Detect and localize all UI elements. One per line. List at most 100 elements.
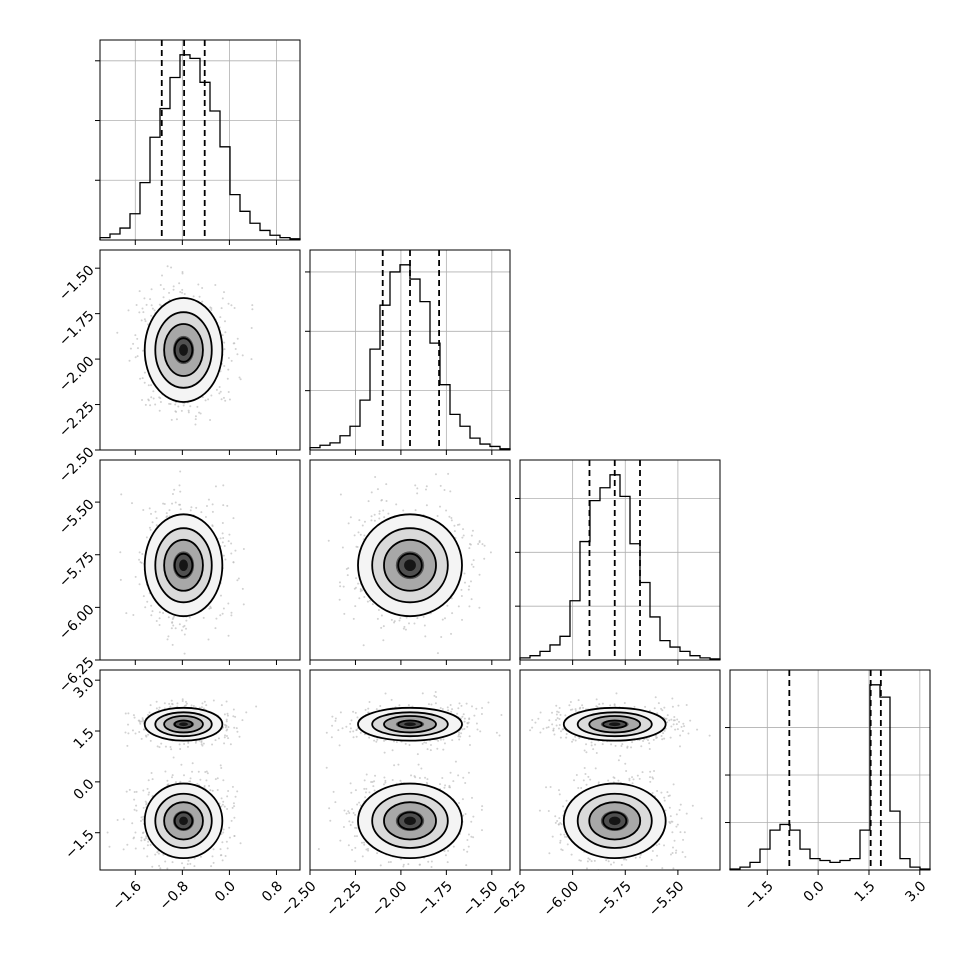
sample-point [153, 309, 156, 312]
sample-point [190, 704, 193, 707]
sample-point [447, 709, 450, 712]
sample-point [138, 583, 141, 586]
sample-point [143, 381, 146, 384]
sample-point [234, 347, 237, 350]
sample-point [203, 784, 206, 787]
sample-point [245, 711, 248, 714]
sample-point [380, 626, 383, 629]
sample-point [151, 778, 154, 781]
sample-point [393, 621, 396, 624]
sample-point [448, 515, 451, 518]
sample-point [327, 539, 330, 542]
sample-point [227, 737, 230, 740]
sample-point [184, 704, 187, 707]
sample-point [139, 561, 142, 564]
sample-point [211, 743, 214, 746]
sample-point [147, 713, 150, 716]
sample-point [421, 692, 424, 695]
contour-line [154, 711, 213, 738]
sample-point [427, 703, 430, 706]
sample-point [459, 735, 462, 738]
sample-point [223, 364, 226, 367]
sample-point [141, 307, 144, 310]
sample-point [127, 712, 130, 715]
sample-point [158, 617, 161, 620]
sample-point [227, 726, 230, 729]
sample-point [135, 790, 138, 793]
sample-point [214, 739, 217, 742]
sample-point [238, 735, 241, 738]
sample-point [171, 502, 174, 505]
sample-point [233, 726, 236, 729]
sample-point [347, 810, 350, 813]
sample-point [158, 611, 161, 614]
sample-point [211, 525, 214, 528]
sample-point [183, 293, 186, 296]
sample-point [220, 854, 223, 857]
sample-point [373, 513, 376, 516]
sample-point [334, 719, 337, 722]
sample-point [457, 735, 460, 738]
sample-point [382, 509, 385, 512]
sample-point [353, 534, 356, 537]
sample-point [131, 502, 134, 505]
sample-point [151, 307, 154, 310]
sample-point [149, 704, 152, 707]
sample-point [478, 573, 481, 576]
sample-point [414, 484, 417, 487]
sample-point [349, 727, 352, 730]
sample-point [382, 783, 385, 786]
sample-point [177, 405, 180, 408]
sample-point [198, 295, 201, 298]
sample-point [368, 736, 371, 739]
sample-point [170, 266, 173, 269]
sample-point [199, 855, 202, 858]
sample-point [223, 713, 226, 716]
scatter-panel-0-1 [95, 249, 301, 455]
contour-line [173, 552, 194, 578]
sample-point [179, 290, 182, 293]
sample-point [122, 818, 125, 821]
sample-point [149, 843, 152, 846]
sample-point [222, 800, 225, 803]
sample-point [179, 780, 182, 783]
sample-point [468, 735, 471, 738]
sample-point [446, 604, 449, 607]
sample-point [222, 831, 225, 834]
sample-point [181, 291, 184, 294]
sample-point [217, 875, 219, 877]
sample-point [194, 418, 197, 421]
sample-point [371, 781, 374, 784]
sample-point [173, 488, 176, 491]
sample-point [150, 304, 153, 307]
sample-point [156, 851, 159, 854]
sample-point [148, 507, 151, 510]
sample-point [127, 309, 130, 312]
sample-point [341, 546, 344, 549]
sample-point [145, 802, 148, 805]
histogram-step-2 [519, 474, 721, 660]
sample-point [480, 712, 483, 715]
sample-point [187, 742, 190, 745]
sample-point [358, 519, 361, 522]
sample-point [216, 777, 219, 780]
sample-point [189, 862, 192, 865]
sample-point [126, 843, 129, 846]
sample-point [179, 470, 182, 473]
sample-point [375, 708, 378, 711]
sample-point [222, 484, 225, 487]
sample-point [212, 861, 215, 864]
sample-point [204, 399, 207, 402]
sample-point [166, 265, 169, 268]
panel-content [317, 690, 503, 869]
sample-point [145, 303, 148, 306]
panel-frame [99, 39, 301, 241]
sample-point [150, 614, 153, 617]
sample-point [116, 818, 119, 821]
sample-point [223, 736, 226, 739]
sample-point [379, 864, 382, 867]
sample-point [226, 714, 229, 717]
sample-point [354, 826, 357, 829]
sample-point [352, 811, 355, 814]
sample-point [391, 779, 394, 782]
